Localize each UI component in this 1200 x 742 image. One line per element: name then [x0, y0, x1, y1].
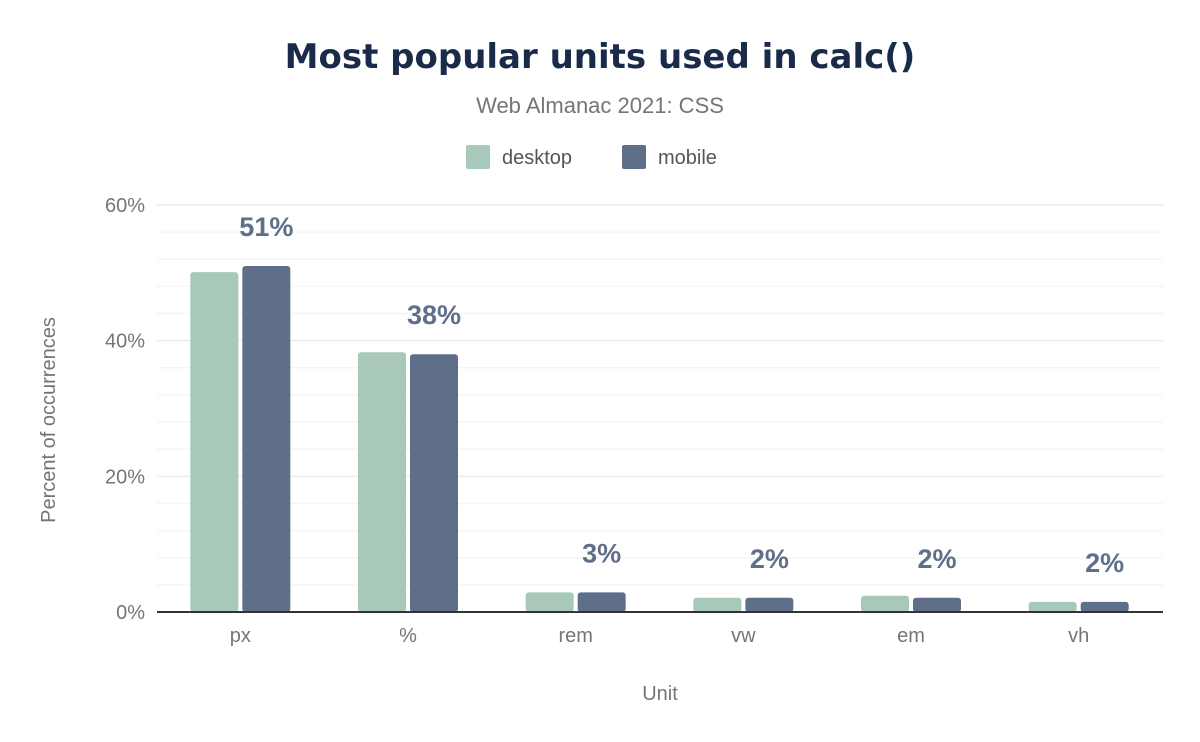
chart-title: Most popular units used in calc(): [285, 37, 916, 77]
legend-label-mobile[interactable]: mobile: [658, 147, 717, 169]
bar-mobile-px[interactable]: [242, 266, 291, 612]
bar-desktop-%[interactable]: [358, 352, 406, 612]
x-tick-label: vh: [1068, 625, 1089, 647]
x-axis-label: Unit: [642, 683, 678, 705]
x-tick-label: rem: [558, 625, 592, 647]
bar-desktop-vw[interactable]: [693, 597, 742, 612]
bar-mobile-vw[interactable]: [745, 597, 794, 612]
bar-desktop-vh[interactable]: [1028, 601, 1077, 612]
data-label: 3%: [582, 538, 621, 568]
y-tick-label: 20%: [105, 466, 145, 488]
bar-mobile-%[interactable]: [410, 354, 458, 612]
data-label: 2%: [750, 544, 789, 574]
bar-desktop-px[interactable]: [190, 272, 239, 612]
legend-swatch-desktop[interactable]: [466, 145, 490, 169]
x-tick-label: em: [897, 625, 925, 647]
legend-label-desktop[interactable]: desktop: [502, 147, 572, 169]
legend-swatch-mobile[interactable]: [622, 145, 646, 169]
y-axis-label: Percent of occurrences: [38, 317, 60, 523]
bar-mobile-em[interactable]: [913, 597, 961, 612]
x-tick-label: %: [399, 625, 417, 647]
y-tick-label: 0%: [116, 602, 145, 624]
data-label: 2%: [917, 544, 956, 574]
data-label: 51%: [239, 212, 293, 242]
x-tick-label: vw: [731, 625, 756, 647]
data-label: 38%: [407, 300, 461, 330]
y-tick-label: 40%: [105, 331, 145, 353]
chart-subtitle: Web Almanac 2021: CSS: [476, 93, 724, 118]
x-tick-label: px: [230, 625, 251, 647]
data-label: 2%: [1085, 548, 1124, 578]
bar-desktop-em[interactable]: [861, 595, 909, 612]
bar-mobile-rem[interactable]: [577, 592, 626, 612]
bar-desktop-rem[interactable]: [525, 592, 574, 612]
y-tick-label: 60%: [105, 195, 145, 217]
bar-mobile-vh[interactable]: [1080, 601, 1129, 612]
legend: desktop mobile: [466, 145, 717, 169]
